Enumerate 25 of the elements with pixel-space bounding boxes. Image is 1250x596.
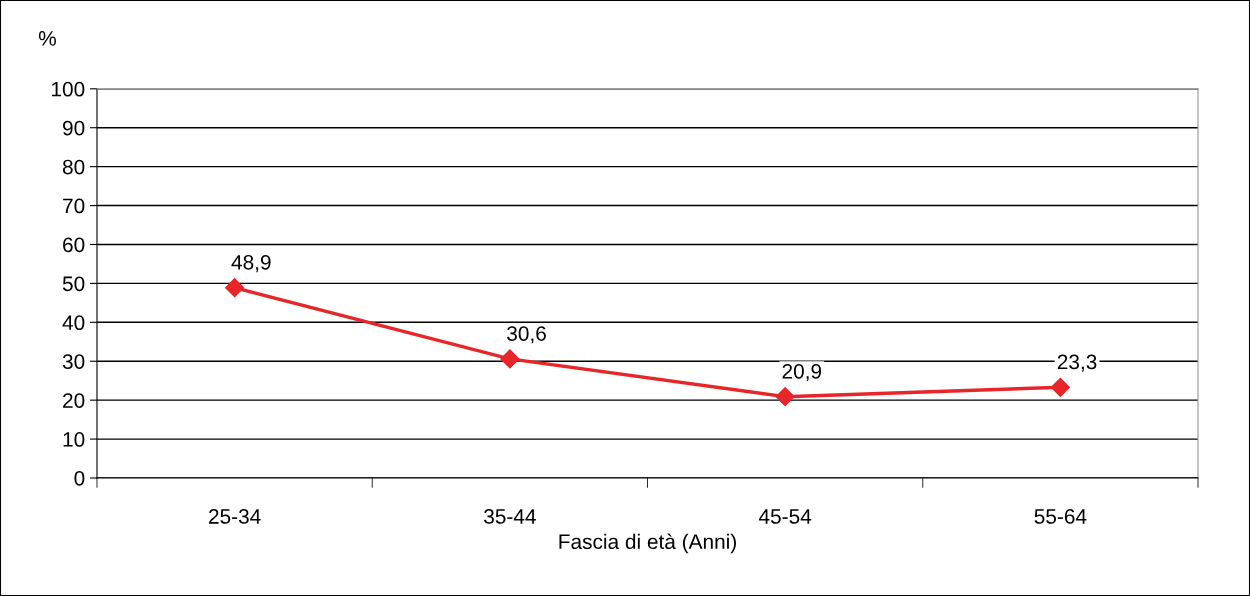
y-tick-label: 10 bbox=[63, 432, 85, 447]
y-tick-label: 30 bbox=[62, 354, 85, 369]
x-tick-label: 25-34 bbox=[209, 509, 261, 524]
x-tick-label: 35-44 bbox=[484, 509, 536, 524]
x-tick-label: 55-64 bbox=[1034, 509, 1087, 524]
y-tick-label: 50 bbox=[62, 276, 85, 292]
x-axis-title: Fascia di età (Anni) bbox=[559, 533, 736, 554]
data-label: 48,9 bbox=[231, 254, 271, 273]
point bbox=[1050, 377, 1070, 397]
y-tick-label: 90 bbox=[63, 120, 85, 136]
y-tick-label: 40 bbox=[62, 315, 85, 331]
y-tick-label: 60 bbox=[63, 237, 85, 253]
point bbox=[775, 387, 795, 407]
y-axis-title: % bbox=[38, 31, 56, 46]
y-tick-label: 100 bbox=[52, 81, 85, 97]
point bbox=[500, 349, 520, 369]
y-tick-label: 0 bbox=[74, 470, 85, 486]
data-label: 30,6 bbox=[507, 326, 546, 344]
data-label: 23,3 bbox=[1057, 354, 1097, 372]
x-tick-label: 45-54 bbox=[758, 509, 812, 524]
point bbox=[225, 278, 245, 298]
y-tick-label: 20 bbox=[63, 393, 85, 408]
y-tick-label: 80 bbox=[62, 159, 85, 175]
y-tick-label: 70 bbox=[63, 198, 85, 214]
data-label: 20,9 bbox=[782, 363, 822, 382]
